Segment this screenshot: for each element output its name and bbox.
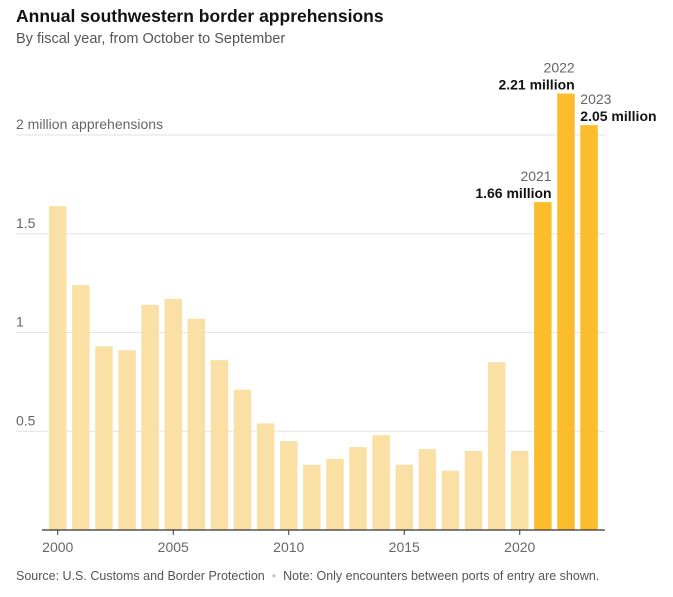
annotation-value: 1.66 million: [475, 185, 551, 201]
bar-2021: [534, 202, 552, 530]
bar-2022: [557, 93, 575, 531]
annotation-year: 2023: [580, 91, 611, 107]
x-tick-label: 2020: [504, 539, 535, 555]
bar-2008: [233, 389, 252, 530]
bar-2019: [487, 362, 506, 530]
chart-title: Annual southwestern border apprehensions: [16, 6, 384, 26]
annotation-value: 2.21 million: [498, 77, 574, 93]
annotation-value: 2.05 million: [580, 108, 656, 124]
bar-2017: [441, 470, 460, 530]
x-tick-label: 2015: [389, 539, 420, 555]
bar-2007: [210, 360, 229, 530]
annotation-year: 2022: [544, 60, 575, 76]
source-text: Source: U.S. Customs and Border Protecti…: [16, 569, 265, 583]
bar-chart: 0.511.52 million apprehensions 2000 2005 2…: [16, 60, 657, 555]
bar-2015: [395, 464, 413, 530]
chart-subtitle: By fiscal year, from October to Septembe…: [16, 31, 286, 47]
bar-2013: [349, 447, 367, 530]
bar-2009: [256, 423, 275, 530]
note-text: Note: Only encounters between ports of e…: [283, 569, 600, 583]
bar-2023: [580, 125, 598, 530]
annotation-year: 2021: [520, 168, 551, 184]
bar-2018: [464, 451, 483, 530]
bar-2010: [280, 441, 298, 530]
bar-2006: [187, 318, 206, 530]
bar-2016: [418, 449, 437, 530]
x-tick-label: 2005: [158, 539, 189, 555]
bar-2012: [326, 458, 344, 530]
bar-2003: [118, 350, 136, 530]
bar-2000: [49, 206, 67, 530]
bar-2005: [164, 298, 182, 530]
bar-2011: [303, 464, 321, 530]
x-tick-label: 2000: [42, 539, 73, 555]
bar-2001: [72, 285, 90, 530]
x-tick-label: 2010: [273, 539, 304, 555]
bar-2020: [511, 451, 529, 530]
y-tick-label: 2 million apprehensions: [16, 116, 163, 132]
y-tick-label: 0.5: [16, 412, 36, 428]
footer: Source: U.S. Customs and Border Protecti…: [16, 569, 599, 583]
separator-dot: •: [271, 569, 277, 583]
bars: [49, 93, 598, 531]
y-tick-label: 1: [16, 314, 24, 330]
x-axis: 2000 2005 2010 2015 2020: [42, 529, 605, 555]
bar-2004: [141, 304, 159, 530]
y-tick-label: 1.5: [16, 215, 36, 231]
bar-2002: [95, 346, 113, 530]
bar-2014: [372, 435, 390, 530]
gridlines: 0.5 1 1.5 2 million apprehensions: [16, 116, 605, 432]
